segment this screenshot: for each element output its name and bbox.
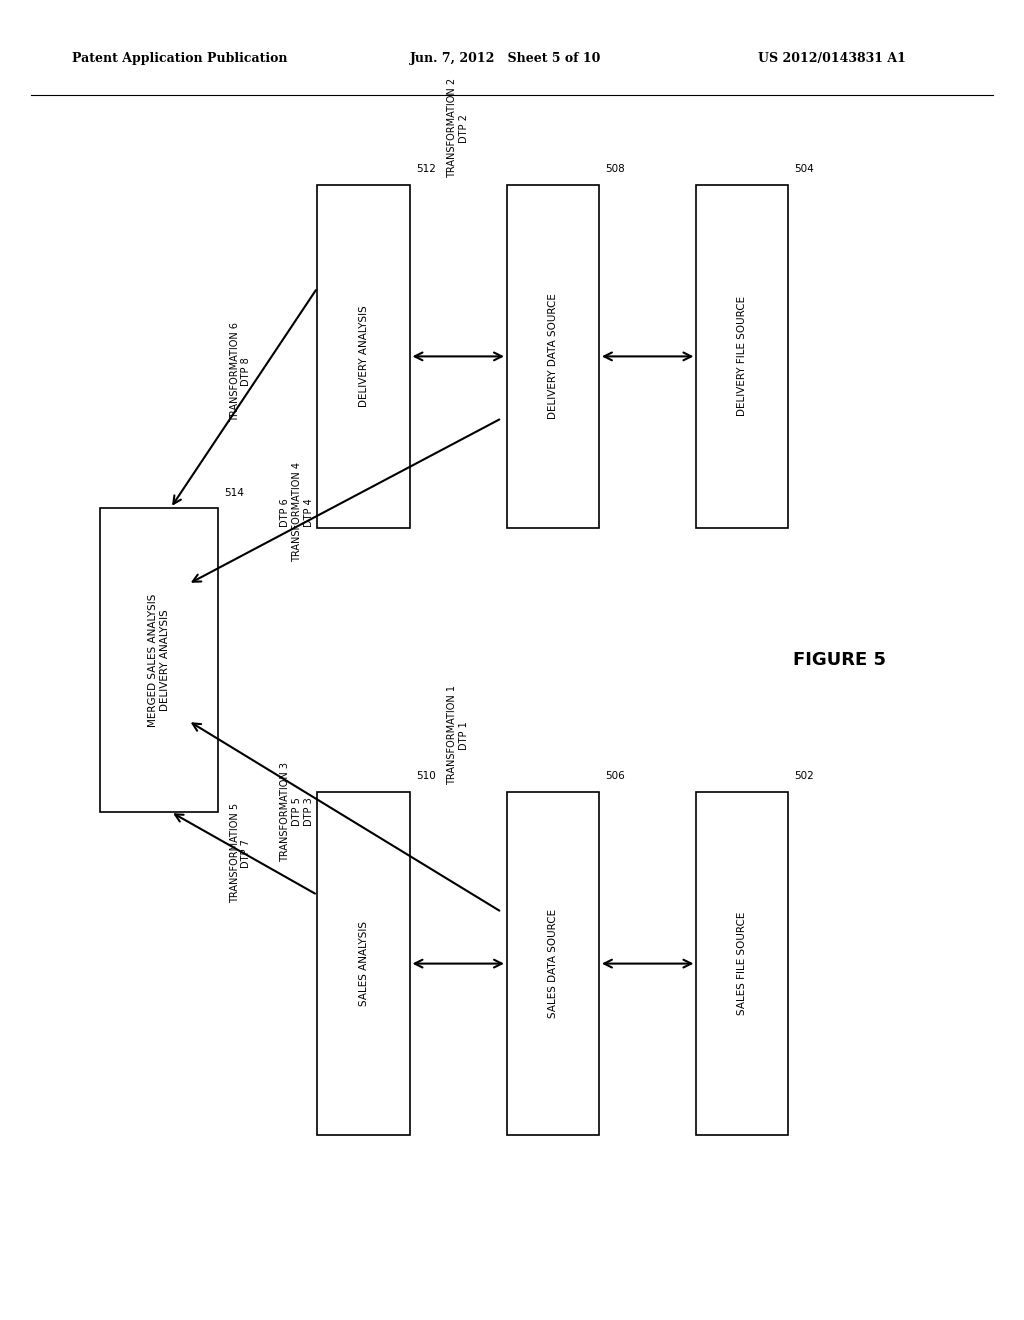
Text: SALES ANALYSIS: SALES ANALYSIS <box>358 921 369 1006</box>
Text: SALES DATA SOURCE: SALES DATA SOURCE <box>548 909 558 1018</box>
FancyBboxPatch shape <box>696 792 788 1135</box>
Text: DELIVERY FILE SOURCE: DELIVERY FILE SOURCE <box>737 296 748 417</box>
Text: US 2012/0143831 A1: US 2012/0143831 A1 <box>758 51 905 65</box>
FancyBboxPatch shape <box>507 185 599 528</box>
FancyBboxPatch shape <box>100 508 218 812</box>
Text: TRANSFORMATION 3
DTP 5
DTP 3: TRANSFORMATION 3 DTP 5 DTP 3 <box>281 762 313 862</box>
Text: 508: 508 <box>605 164 625 174</box>
Text: TRANSFORMATION 5
DTP 7: TRANSFORMATION 5 DTP 7 <box>229 804 252 903</box>
Text: MERGED SALES ANALYSIS
DELIVERY ANALYSIS: MERGED SALES ANALYSIS DELIVERY ANALYSIS <box>147 593 170 727</box>
Text: DELIVERY DATA SOURCE: DELIVERY DATA SOURCE <box>548 293 558 420</box>
Text: SALES FILE SOURCE: SALES FILE SOURCE <box>737 912 748 1015</box>
Text: TRANSFORMATION 2
DTP 2: TRANSFORMATION 2 DTP 2 <box>447 78 469 178</box>
Text: Patent Application Publication: Patent Application Publication <box>72 51 287 65</box>
FancyBboxPatch shape <box>507 792 599 1135</box>
FancyBboxPatch shape <box>317 792 410 1135</box>
Text: 506: 506 <box>605 771 625 781</box>
Text: 512: 512 <box>416 164 435 174</box>
Text: Jun. 7, 2012   Sheet 5 of 10: Jun. 7, 2012 Sheet 5 of 10 <box>410 51 601 65</box>
Text: 504: 504 <box>795 164 814 174</box>
Text: 514: 514 <box>223 487 244 498</box>
Text: TRANSFORMATION 6
DTP 8: TRANSFORMATION 6 DTP 8 <box>229 322 252 421</box>
Text: 502: 502 <box>795 771 814 781</box>
Text: FIGURE 5: FIGURE 5 <box>794 651 886 669</box>
FancyBboxPatch shape <box>317 185 410 528</box>
Text: TRANSFORMATION 1
DTP 1: TRANSFORMATION 1 DTP 1 <box>447 685 469 785</box>
FancyBboxPatch shape <box>696 185 788 528</box>
Text: DELIVERY ANALYSIS: DELIVERY ANALYSIS <box>358 305 369 408</box>
Text: 510: 510 <box>416 771 435 781</box>
Text: DTP 6
TRANSFORMATION 4
DTP 4: DTP 6 TRANSFORMATION 4 DTP 4 <box>281 462 313 562</box>
